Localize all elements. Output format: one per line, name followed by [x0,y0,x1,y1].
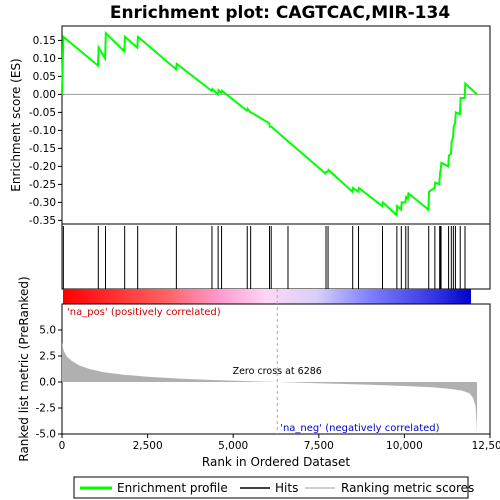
es-y-tick-label: -0.30 [29,197,56,209]
enrichment-profile-line [61,30,478,218]
enrichment-panel: 0.15 0.10 0.05 0.00 -0.05 -0.10 -0.15 -0.20 -0.2… [9,25,491,227]
es-y-tick-label: -0.10 [29,125,56,137]
es-y-axis-label: Enrichment score (ES) [9,58,23,191]
metric-y-axis-label: Ranked list metric (PreRanked) [17,276,31,461]
enrichment-plot-area [61,25,491,225]
legend-label-enrichment-profile: Enrichment profile [117,481,228,495]
es-y-tick-label: -0.15 [29,143,56,155]
metric-y-tick-label: 0.0 [39,377,56,389]
es-y-tick-label: 0.15 [33,35,56,47]
es-y-tick-label: -0.20 [29,161,56,173]
metric-y-tick-label: -5.0 [36,429,57,441]
positive-correlation-label: 'na_pos' (positively correlated) [67,307,221,318]
zero-cross-label: Zero cross at 6286 [233,366,322,377]
rank-x-tick-label: 7,500 [304,440,334,452]
es-y-tick-label: 0.05 [33,71,56,83]
metric-plot-area [61,303,491,435]
es-y-tick-label: -0.35 [29,215,56,227]
rank-x-tick-label: 5,000 [218,440,248,452]
x-axis-label: Rank in Ordered Dataset [202,455,350,469]
chart-title: Enrichment plot: CAGTCAC,MIR-134 [110,3,451,23]
metric-panel: 5.0 2.5 0.0 -2.5 -5.0 0 2,500 5,000 7,500 10,000… [17,276,500,469]
negative-correlation-label: 'na_neg' (negatively correlated) [280,423,439,434]
rank-x-tick-label: 12,500 [472,440,500,452]
es-y-tick-label: -0.25 [29,179,56,191]
es-y-tick-label: -0.05 [29,107,56,119]
legend-box [73,476,469,499]
legend-label-hits: Hits [275,481,298,495]
ranking-color-bar [63,289,471,304]
hits-area [61,223,491,290]
rank-x-axis: 0 2,500 5,000 7,500 10,000 12,500 [59,434,500,452]
rank-x-tick-label: 0 [59,440,66,452]
hit-lines [62,226,466,289]
metric-y-tick-label: 2.5 [39,351,56,363]
metric-y-axis: 5.0 2.5 0.0 -2.5 -5.0 [36,325,62,441]
es-y-axis: 0.15 0.10 0.05 0.00 -0.05 -0.10 -0.15 -0.20 -0.2… [29,35,62,227]
es-y-tick-label: 0.00 [33,89,56,101]
metric-y-tick-label: 5.0 [39,325,56,337]
hits-panel [61,223,491,290]
es-y-tick-label: 0.10 [33,53,56,65]
legend: Enrichment profile Hits Ranking metric s… [73,476,474,499]
metric-y-tick-label: -2.5 [36,403,57,415]
legend-label-ranking-metric: Ranking metric scores [341,481,474,495]
rank-x-tick-label: 2,500 [133,440,163,452]
rank-x-tick-label: 10,000 [386,440,423,452]
